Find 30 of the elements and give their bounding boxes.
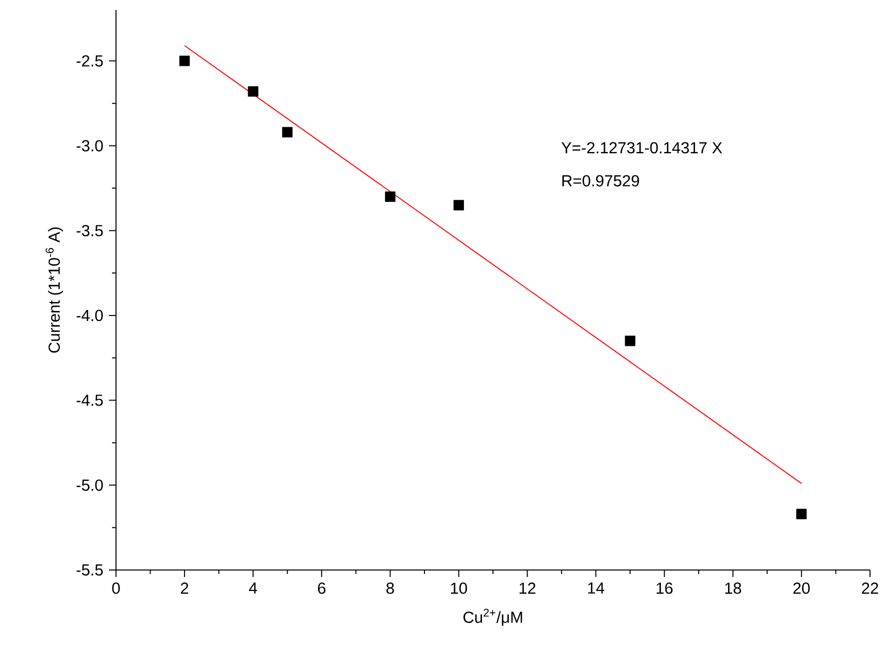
annotation: Y=-2.12731-0.14317 X <box>561 142 722 154</box>
x-tick-label: 12 <box>520 582 536 594</box>
point <box>179 56 190 66</box>
x-tick-label: 14 <box>588 582 604 594</box>
x-tick-label: 16 <box>656 582 673 594</box>
x-tick-label: 18 <box>725 582 742 594</box>
x-tick-label: 2 <box>180 582 188 594</box>
point <box>248 86 258 97</box>
point <box>282 126 293 138</box>
point <box>624 336 636 346</box>
x-tick-label: 6 <box>318 582 326 594</box>
x-tick-label: 22 <box>862 582 878 594</box>
point <box>454 200 464 210</box>
x-tick-label: 0 <box>112 582 120 594</box>
annotation: R=0.97529 <box>562 175 640 186</box>
y-tick-label: -2.5 <box>76 55 103 67</box>
x-tick-label: 10 <box>451 582 468 594</box>
y-tick-label: -5.5 <box>76 564 103 576</box>
x-tick-label: 8 <box>386 582 394 594</box>
x-axis-title: Cu$^{2+}$/μM <box>463 608 522 626</box>
x-tick-label: 20 <box>793 582 810 594</box>
y-axis-title: Current (1*10$^{-6}$ A) <box>46 228 64 353</box>
y-tick-label: -4.0 <box>76 310 103 322</box>
y-tick-label: -5.0 <box>76 479 103 491</box>
point <box>796 508 807 520</box>
x-tick-label: 4 <box>249 582 258 594</box>
y-tick-label: -3.0 <box>76 140 103 152</box>
y-tick-label: -4.5 <box>76 394 103 406</box>
point <box>384 191 396 202</box>
y-tick-label: -3.5 <box>76 224 103 236</box>
